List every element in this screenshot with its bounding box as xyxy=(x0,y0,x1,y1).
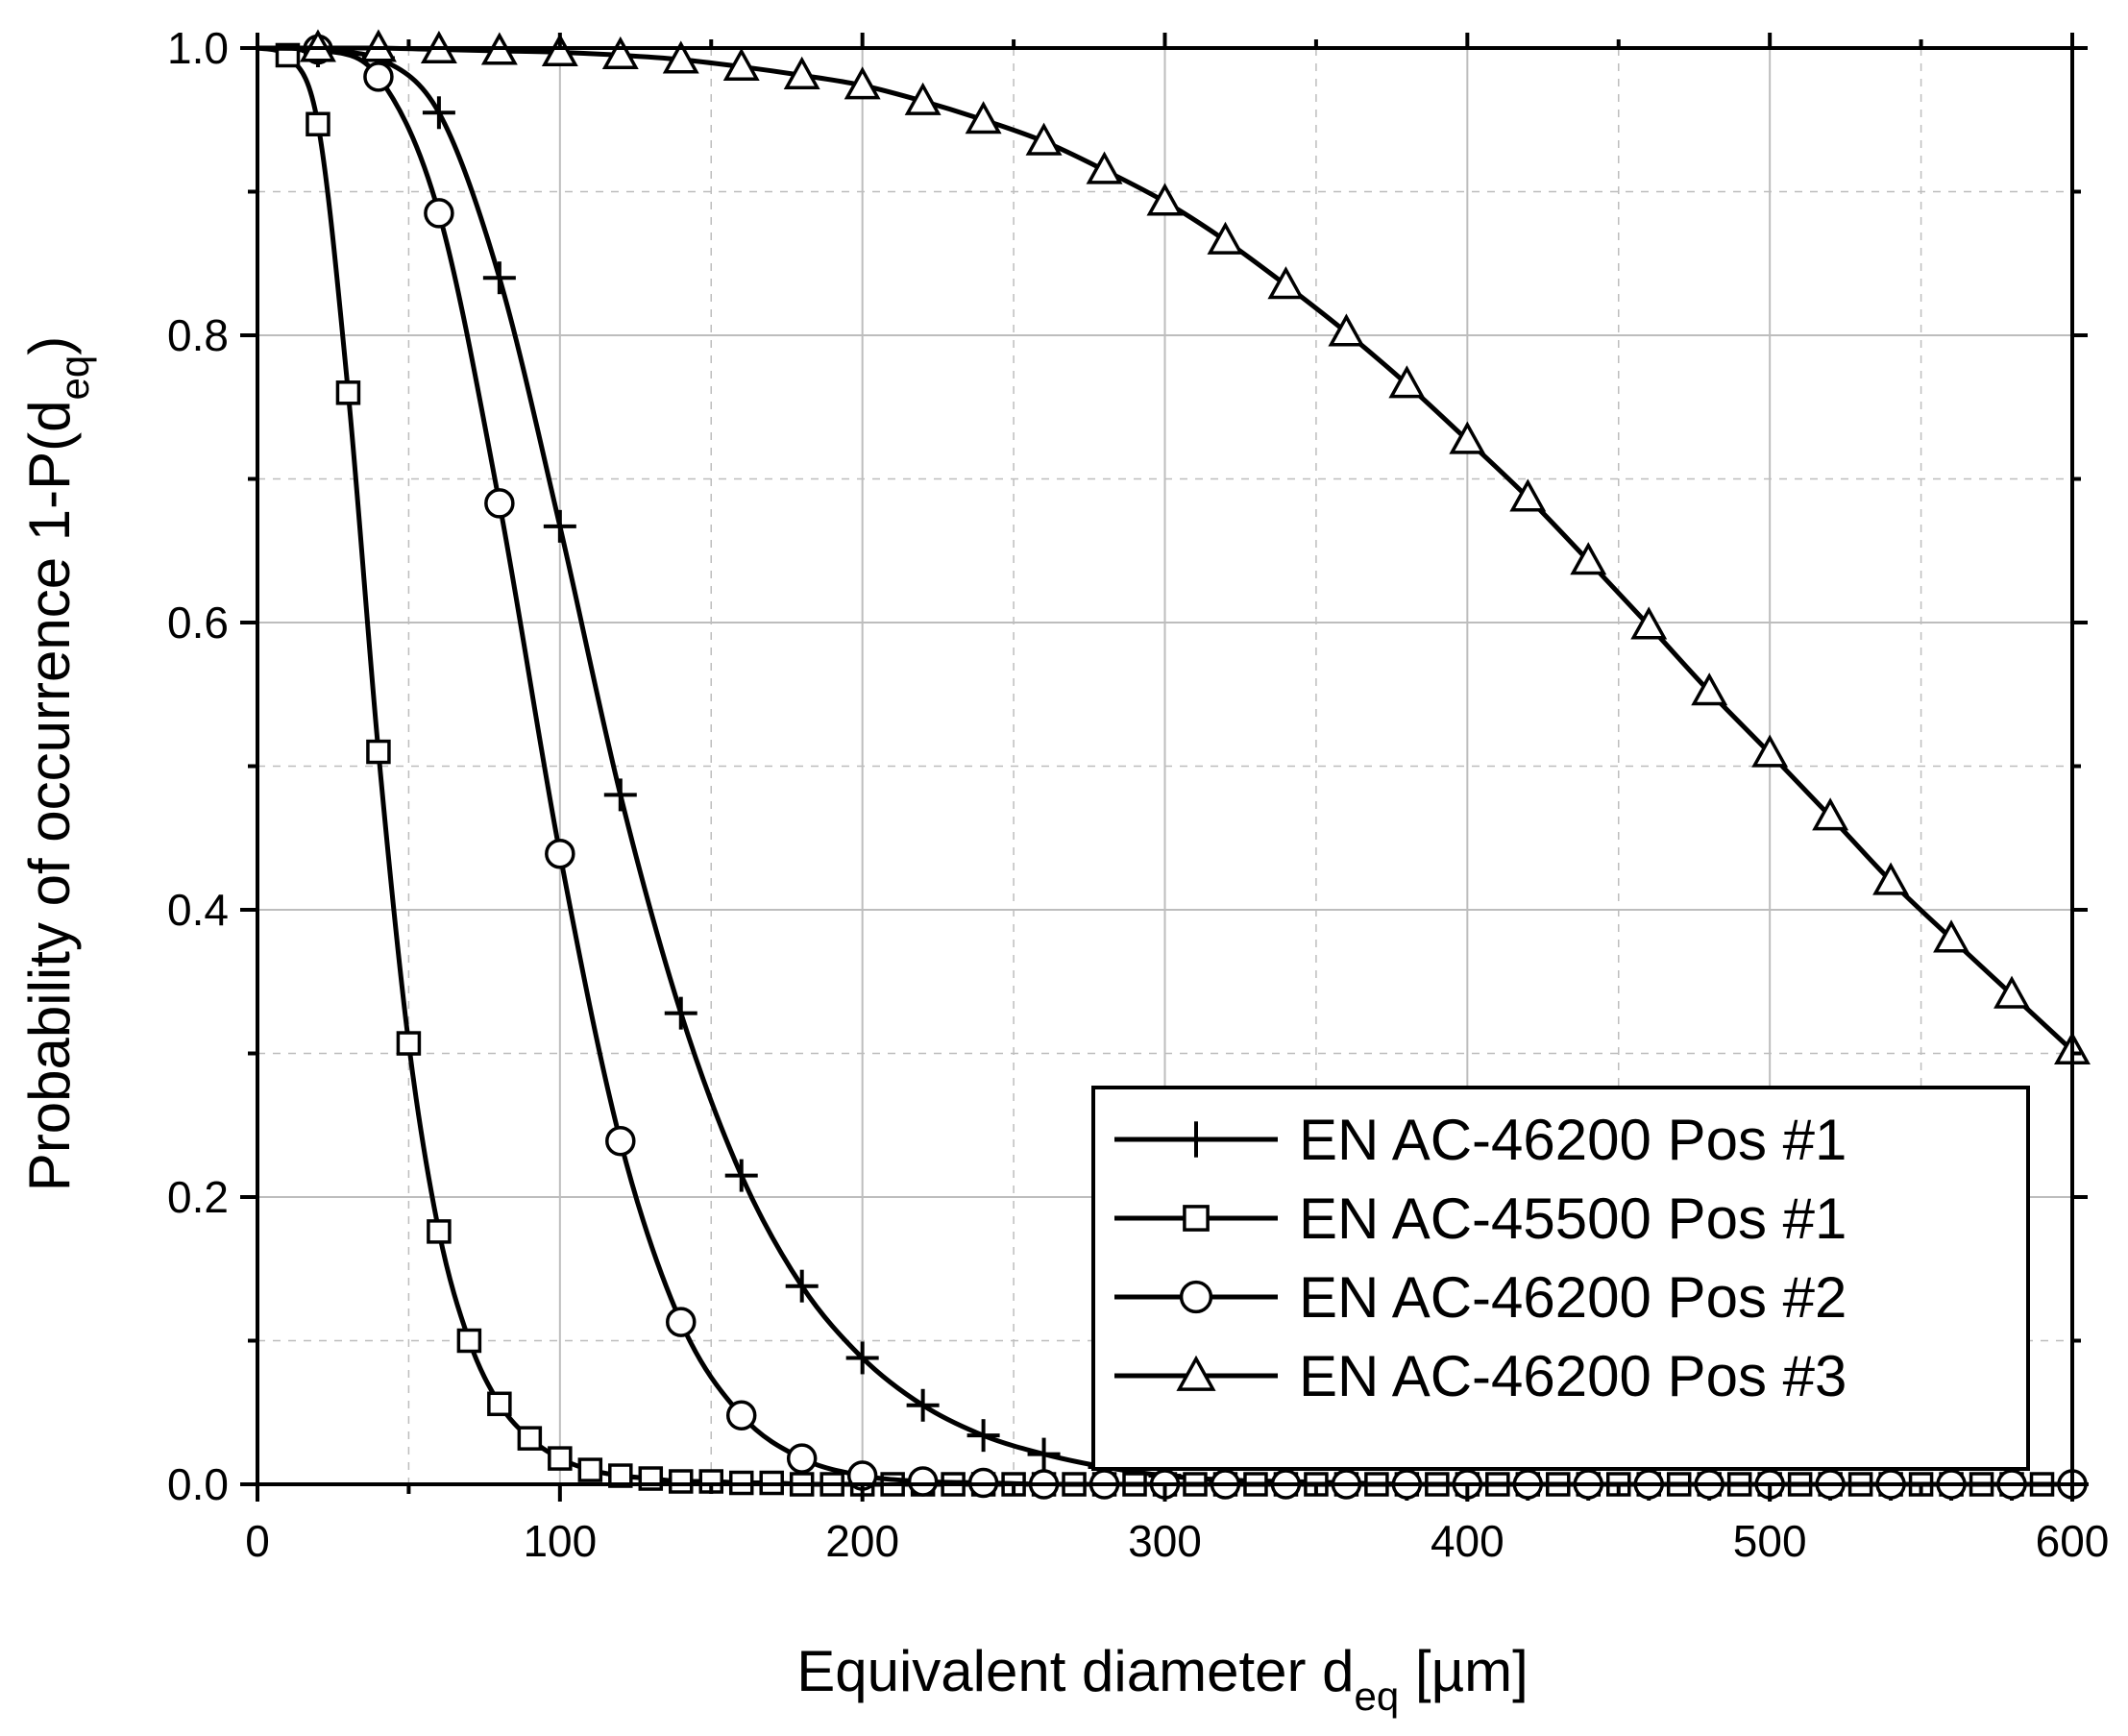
x-tick-labels: 0 100 200 300 400 500 600 xyxy=(245,1516,2109,1566)
data-point-triangle xyxy=(1630,606,1668,640)
data-point-square xyxy=(608,1463,633,1488)
legend-box xyxy=(1091,1086,2030,1471)
data-point-triangle xyxy=(1993,975,2031,1009)
data-point-square xyxy=(548,1446,573,1471)
data-point-triangle xyxy=(1691,672,1728,706)
data-point-square xyxy=(396,1031,422,1056)
legend-entry-1: EN AC-46200 Pos #1 xyxy=(1114,1108,1847,1172)
data-point-circle xyxy=(363,61,394,92)
data-point-triangle xyxy=(1267,266,1305,300)
data-point-square xyxy=(577,1457,603,1482)
data-point-circle xyxy=(907,1466,939,1497)
y-tick-label: 0.8 xyxy=(167,310,229,360)
data-point-triangle xyxy=(1872,862,1910,895)
data-point-triangle xyxy=(1086,151,1123,184)
x-tick-label: 400 xyxy=(1431,1516,1504,1566)
legend-marker-triangle xyxy=(1176,1355,1216,1391)
data-point-circle xyxy=(666,1307,697,1337)
data-point-triangle xyxy=(1328,313,1365,347)
legend-label: EN AC-46200 Pos #3 xyxy=(1299,1344,1847,1408)
data-point-plus xyxy=(845,1341,879,1375)
data-point-triangle xyxy=(1449,421,1486,454)
x-axis-title-main: Equivalent diameter d xyxy=(796,1639,1354,1703)
data-point-plus xyxy=(543,509,576,543)
data-point-circle xyxy=(484,488,515,519)
y-axis-title-sub: eq xyxy=(52,355,97,401)
legend-marker-plus xyxy=(1178,1121,1214,1158)
data-point-triangle xyxy=(722,47,760,81)
data-point-triangle xyxy=(541,33,578,67)
data-point-circle xyxy=(424,198,454,229)
data-point-plus xyxy=(482,261,516,295)
y-tick-label: 0.6 xyxy=(167,598,229,648)
series-4 xyxy=(257,29,2091,1065)
x-tick-label: 200 xyxy=(825,1516,899,1566)
data-point-square xyxy=(487,1391,512,1417)
legend-entry-3: EN AC-46200 Pos #2 xyxy=(1114,1265,1847,1330)
legend-entry-4: EN AC-46200 Pos #3 xyxy=(1114,1344,1847,1408)
data-point-square xyxy=(306,111,330,136)
y-axis-title: Probability of occurrence 1-P(deq) xyxy=(17,336,97,1191)
data-point-square xyxy=(517,1426,543,1451)
data-point-square xyxy=(456,1328,482,1354)
data-point-plus xyxy=(966,1419,1000,1453)
x-tick-label: 100 xyxy=(523,1516,597,1566)
data-point-circle xyxy=(545,838,575,869)
y-tick-label: 0.0 xyxy=(167,1459,229,1509)
legend: EN AC-46200 Pos #1 EN AC-45500 Pos #1 EN A… xyxy=(1091,1086,2030,1471)
data-point-triangle xyxy=(662,40,699,74)
legend-label: EN AC-45500 Pos #1 xyxy=(1299,1186,1847,1251)
y-tick-label: 0.2 xyxy=(167,1172,229,1222)
data-point-triangle xyxy=(1570,542,1607,575)
data-point-triangle xyxy=(965,101,1002,134)
data-point-triangle xyxy=(1933,919,1970,953)
y-axis-title-main: Probability of occurrence 1-P(d xyxy=(17,400,82,1191)
data-point-plus xyxy=(906,1388,940,1422)
data-point-triangle xyxy=(904,82,942,115)
x-tick-label: 0 xyxy=(245,1516,270,1566)
data-point-triangle xyxy=(1509,478,1547,512)
y-axis-title-close: ) xyxy=(17,336,82,355)
data-point-circle xyxy=(725,1400,757,1430)
data-point-circle xyxy=(605,1125,636,1157)
data-point-square xyxy=(366,739,391,765)
data-point-triangle xyxy=(1812,797,1849,831)
data-point-plus xyxy=(664,996,697,1030)
legend-entries: EN AC-46200 Pos #1 EN AC-45500 Pos #1 EN A… xyxy=(1114,1108,1847,1408)
legend-entry-2: EN AC-45500 Pos #1 xyxy=(1114,1186,1847,1251)
x-tick-label: 500 xyxy=(1733,1516,1807,1566)
data-point-plus xyxy=(724,1159,758,1192)
data-point-triangle xyxy=(783,56,820,89)
data-point-triangle xyxy=(1751,734,1789,768)
y-tick-labels: 0.0 0.2 0.4 0.6 0.8 1.0 xyxy=(167,23,229,1509)
y-tick-label: 0.4 xyxy=(167,885,229,935)
ticks xyxy=(240,33,2088,1502)
x-tick-label: 600 xyxy=(2036,1516,2110,1566)
data-point-plus xyxy=(785,1269,819,1303)
data-point-triangle xyxy=(1388,365,1426,399)
data-point-triangle xyxy=(1025,122,1063,156)
data-point-plus xyxy=(422,96,455,130)
data-point-circle xyxy=(786,1443,818,1474)
x-axis-title-sub: eq xyxy=(1355,1674,1400,1719)
data-point-triangle xyxy=(844,66,881,100)
x-tick-label: 300 xyxy=(1128,1516,1202,1566)
data-point-triangle xyxy=(601,36,639,70)
legend-label: EN AC-46200 Pos #1 xyxy=(1299,1108,1847,1172)
data-point-square xyxy=(669,1469,694,1494)
data-point-triangle xyxy=(1146,183,1184,216)
y-tick-label: 1.0 xyxy=(167,23,229,73)
x-axis-title-unit: [µm] xyxy=(1399,1639,1529,1703)
legend-marker-circle xyxy=(1179,1280,1213,1314)
data-point-square xyxy=(335,380,361,405)
legend-marker-square xyxy=(1183,1205,1210,1232)
data-point-square xyxy=(427,1219,452,1244)
x-axis-title: Equivalent diameter deq [µm] xyxy=(796,1639,1529,1719)
data-point-triangle xyxy=(1207,221,1244,255)
data-point-plus xyxy=(603,778,637,812)
data-point-plus xyxy=(1027,1437,1061,1471)
legend-label: EN AC-46200 Pos #2 xyxy=(1299,1265,1847,1330)
